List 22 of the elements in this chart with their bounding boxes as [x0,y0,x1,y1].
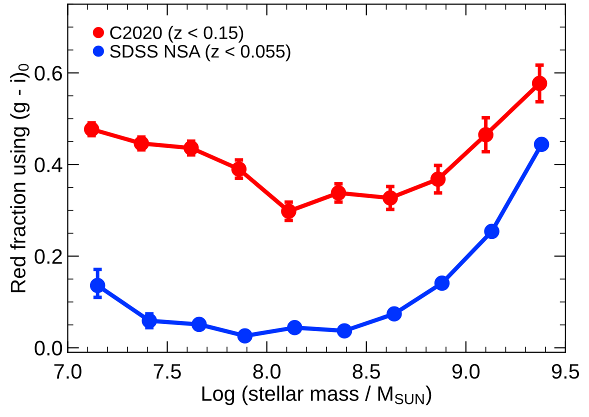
legend-label: SDSS NSA (z < 0.055) [110,44,290,62]
x-tick-label: 8.0 [253,364,280,379]
y-tick-label: 0.0 [34,340,62,356]
point [484,224,500,240]
point [534,136,550,152]
x-tick-label: 7.5 [154,364,181,379]
point [237,328,253,344]
x-axis-title: Log (stellar mass / M$_{SUN}$) [202,386,432,406]
y-tick-label: 0.2 [34,249,62,264]
x-tick-label: 9.5 [552,364,580,379]
y-tick-label: 0.4 [34,158,62,172]
legend-label: C2020 (z < 0.15) [110,26,244,43]
y-tick-label: 0.6 [34,66,62,81]
point [386,306,402,322]
point [434,276,450,291]
x-tick-label: 8.5 [352,364,380,379]
point [191,316,207,332]
y-axis-title: Red fraction using (g - i)$_{0}$ [10,64,30,292]
x-tick-label: 9.0 [452,364,480,379]
point [287,320,302,336]
x-tick-label: 7.0 [54,364,82,379]
point [336,323,352,338]
